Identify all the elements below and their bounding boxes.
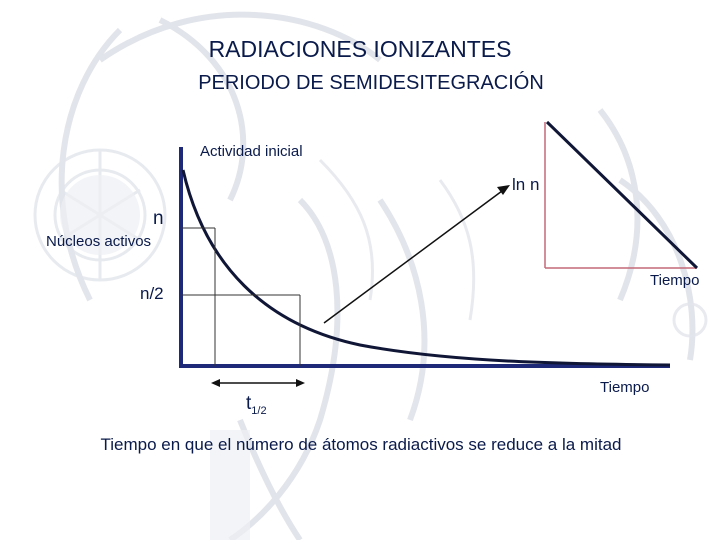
main-x-axis-label: Tiempo <box>600 379 650 396</box>
slide-subtitle: PERIODO DE SEMIDESITEGRACIÓN <box>198 72 544 94</box>
inset-linear-decay-line <box>545 120 699 270</box>
pointer-arrow-head <box>497 185 510 195</box>
half-n-label: n/2 <box>140 284 164 303</box>
inset-y-axis-label: ln n <box>512 175 540 194</box>
half-life-label: t1/2 <box>246 393 267 417</box>
pointer-arrow <box>323 190 503 324</box>
inset-x-axis-label: Tiempo <box>650 272 700 289</box>
initial-activity-label: Actividad inicial <box>200 143 303 160</box>
decay-curve <box>181 169 671 367</box>
half-life-symbol: t <box>246 393 252 414</box>
half-life-arrow-right-head <box>296 379 305 387</box>
n-label: n <box>153 208 164 229</box>
half-life-arrow-left-head <box>211 379 220 387</box>
half-life-subscript: 1/2 <box>251 404 267 417</box>
slide-title: RADIACIONES IONIZANTES <box>208 36 512 62</box>
main-y-axis-label: Núcleos activos <box>46 233 152 250</box>
slide-caption: Tiempo en que el número de átomos radiac… <box>100 435 622 454</box>
